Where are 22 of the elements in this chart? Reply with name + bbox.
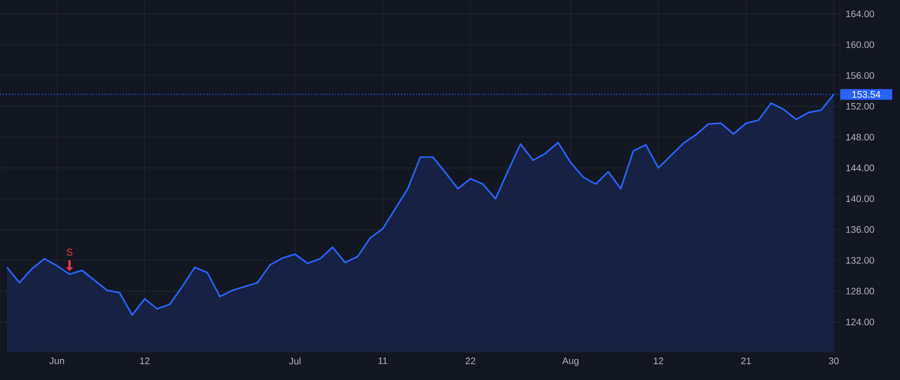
y-tick-label: 132.00 (846, 256, 874, 264)
x-tick-label: 22 (466, 358, 476, 364)
y-tick-label: 140.00 (846, 195, 874, 202)
x-tick-label: 11 (378, 358, 388, 364)
ref-line-label: 153.54 (852, 91, 880, 98)
x-tick-label: Aug (562, 358, 578, 366)
x-tick-label: Jul (289, 358, 300, 364)
x-tick-label: 30 (828, 358, 839, 364)
y-tick-label: 124.00 (846, 318, 874, 326)
y-tick-label: 148.00 (846, 134, 874, 140)
y-tick-label: 144.00 (846, 164, 874, 172)
annotation: S (66, 248, 72, 256)
y-tick-label: 128.00 (846, 288, 874, 294)
x-tick-label: 12 (140, 358, 150, 364)
x-tick-label: 21 (741, 358, 751, 364)
y-tick-label: 160.00 (846, 41, 874, 48)
x-tick-label: Jun (50, 358, 64, 364)
y-tick-label: 136.00 (846, 226, 874, 233)
x-tick-label: 12 (654, 358, 664, 364)
y-tick-label: 152.00 (846, 102, 874, 110)
y-tick-label: 164.00 (846, 10, 874, 18)
y-tick-label: 156.00 (846, 72, 874, 79)
